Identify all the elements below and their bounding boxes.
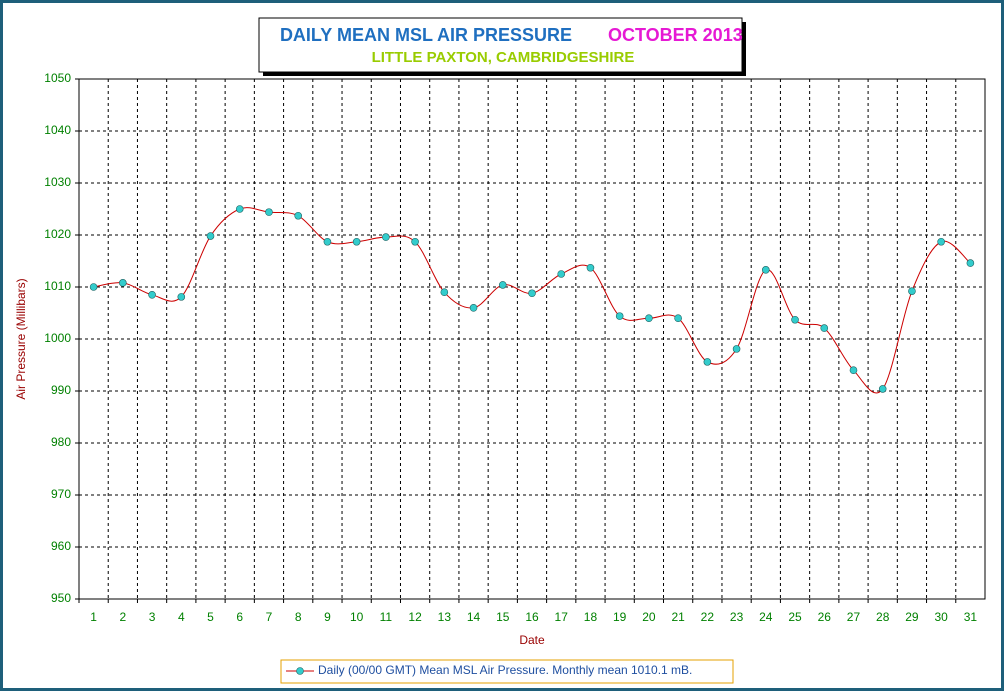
data-point [89, 283, 98, 291]
x-tick-label: 31 [964, 610, 978, 624]
y-tick-label: 980 [51, 435, 71, 449]
data-point [878, 385, 887, 393]
x-tick-label: 25 [788, 610, 802, 624]
data-point [498, 281, 507, 289]
y-tick-label: 960 [51, 539, 71, 553]
x-tick-label: 29 [905, 610, 919, 624]
data-point [674, 314, 682, 323]
title-box [258, 17, 743, 73]
x-tick-label: 14 [467, 610, 481, 624]
data-point [966, 259, 975, 267]
data-point [586, 263, 595, 272]
y-tick-label: 1020 [44, 227, 71, 241]
chart-title-period: OCTOBER 2013 [608, 25, 743, 45]
x-tick-label: 13 [438, 610, 452, 624]
data-point [732, 345, 741, 353]
y-tick-label: 990 [51, 383, 71, 397]
data-point [119, 279, 127, 287]
x-tick-label: 20 [642, 610, 656, 624]
x-tick-label: 7 [266, 610, 273, 624]
x-tick-label: 8 [295, 610, 302, 624]
data-point [908, 287, 916, 295]
x-tick-label: 27 [847, 610, 861, 624]
data-point [177, 293, 186, 301]
data-point [382, 233, 390, 241]
x-tick-label: 16 [525, 610, 539, 624]
data-point [469, 303, 478, 312]
data-point [703, 358, 712, 366]
x-tick-label: 21 [671, 610, 685, 624]
data-point [528, 289, 536, 298]
y-tick-label: 1050 [44, 71, 71, 85]
x-tick-label: 26 [818, 610, 832, 624]
data-point [762, 266, 770, 274]
x-tick-label: 9 [324, 610, 331, 624]
y-tick-label: 1040 [44, 123, 71, 137]
x-tick-label: 3 [149, 610, 156, 624]
data-point [352, 237, 361, 246]
x-tick-label: 23 [730, 610, 744, 624]
data-point [294, 211, 302, 220]
data-point [323, 237, 332, 246]
x-tick-label: 15 [496, 610, 510, 624]
x-tick-label: 30 [934, 610, 948, 624]
x-tick-label: 2 [119, 610, 126, 624]
chart-title: DAILY MEAN MSL AIR PRESSURE [280, 25, 572, 45]
x-axis-label: Date [519, 633, 545, 647]
legend-box [280, 659, 734, 684]
x-tick-label: 19 [613, 610, 627, 624]
y-axis-label: Air Pressure (Millibars) [14, 278, 28, 399]
legend-marker [296, 667, 304, 675]
data-point [849, 366, 858, 375]
data-point [791, 315, 799, 324]
y-tick-label: 1010 [44, 279, 71, 293]
data-point [615, 312, 624, 320]
y-tick-label: 970 [51, 487, 71, 501]
data-point [820, 324, 829, 332]
x-tick-label: 4 [178, 610, 185, 624]
x-tick-label: 17 [555, 610, 569, 624]
x-tick-label: 5 [207, 610, 214, 624]
data-point [148, 290, 156, 299]
x-tick-label: 18 [584, 610, 598, 624]
data-point [645, 314, 653, 323]
x-tick-label: 28 [876, 610, 890, 624]
x-tick-label: 6 [236, 610, 243, 624]
data-point [235, 205, 244, 213]
data-point [440, 288, 449, 297]
x-tick-label: 24 [759, 610, 773, 624]
data-point [937, 237, 945, 246]
x-tick-label: 12 [408, 610, 422, 624]
data-point [265, 208, 273, 216]
data-point [411, 237, 419, 246]
legend-text: Daily (00/00 GMT) Mean MSL Air Pressure.… [318, 663, 692, 677]
y-tick-label: 950 [51, 591, 71, 605]
x-tick-label: 22 [701, 610, 715, 624]
x-tick-label: 1 [90, 610, 97, 624]
data-point [557, 270, 566, 278]
y-tick-label: 1030 [44, 175, 71, 189]
x-tick-label: 10 [350, 610, 364, 624]
x-tick-label: 11 [380, 610, 393, 624]
chart-subtitle: LITTLE PAXTON, CAMBRIDGESHIRE [372, 49, 635, 66]
data-point [206, 232, 215, 240]
y-tick-label: 1000 [44, 331, 71, 345]
